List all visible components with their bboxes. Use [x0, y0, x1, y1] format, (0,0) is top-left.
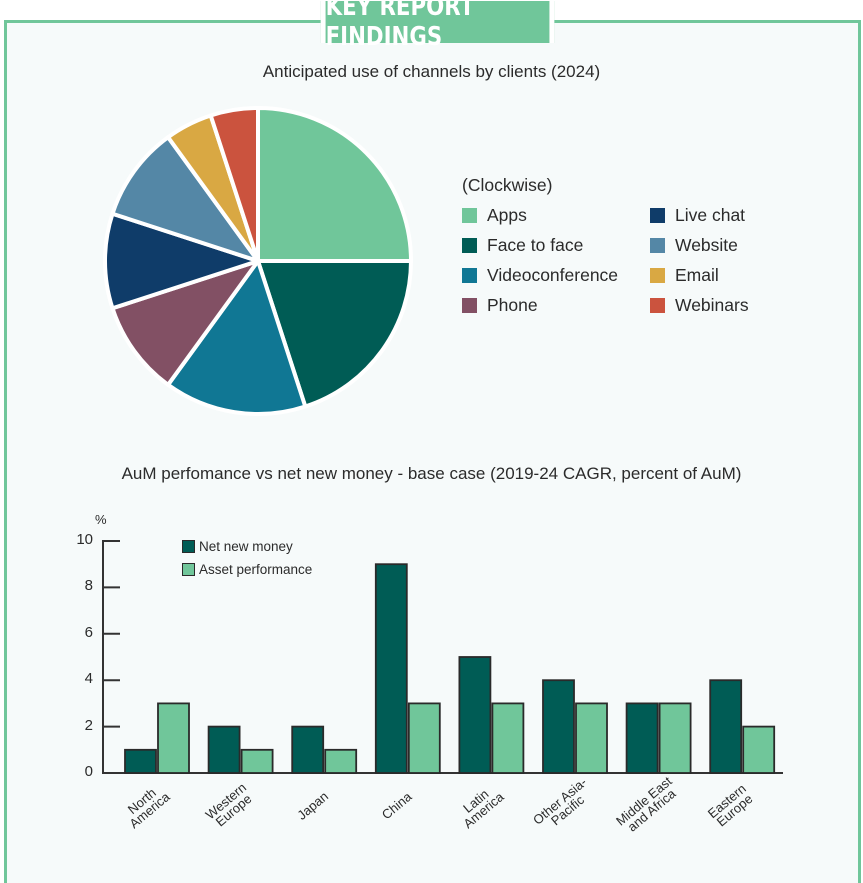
y-tick-label-6: 6: [84, 623, 93, 641]
pie-slice-apps: [256, 106, 413, 263]
pie-slice-face-to-face: [256, 259, 413, 409]
bar-legend: Net new money Asset performance: [182, 538, 312, 584]
legend-swatch-phone: [462, 297, 477, 313]
pie-slice-phone: [110, 259, 260, 387]
bar-net-new-money-latin-america: [458, 656, 492, 774]
legend-swatch-videoconference: [462, 267, 477, 283]
bar-asset-performance-north-america: [157, 702, 190, 774]
pie-chart: [103, 106, 413, 416]
legend-label: Asset performance: [199, 562, 313, 577]
bar-asset-performance-china: [407, 702, 441, 774]
bar-chart: [102, 540, 783, 774]
legend-item-website: Website: [650, 234, 790, 256]
legend-swatch-website: [650, 237, 665, 253]
legend-label: Face to face: [487, 234, 584, 255]
legend-label: Net new money: [199, 539, 293, 554]
legend-swatch-face-to-face: [462, 237, 477, 253]
legend-label: Live chat: [675, 204, 746, 225]
legend-swatch-net-new-money: [182, 540, 195, 553]
legend-item-videoconference: Videoconference: [462, 264, 650, 286]
bar-asset-performance-eastern-europe: [742, 725, 776, 774]
legend-label: Website: [675, 234, 738, 255]
bar-legend-item-asset-performance: Asset performance: [182, 561, 312, 578]
legend-label: Videoconference: [487, 264, 619, 285]
bar-asset-performance-middle-east-and-africa: [658, 702, 692, 774]
y-tick-label-2: 2: [84, 716, 93, 734]
bar-asset-performance-latin-america: [491, 702, 525, 774]
legend-swatch-email: [650, 267, 665, 283]
legend-swatch-asset-performance: [182, 563, 195, 576]
pie-legend-caption: (Clockwise): [462, 175, 553, 195]
y-tick-label-0: 0: [84, 763, 93, 780]
y-axis-unit-label: %: [95, 512, 107, 527]
pie-legend-grid: Apps Live chat Face to face Website Videocon…: [462, 204, 790, 316]
legend-swatch-live-chat: [650, 207, 665, 223]
bar-net-new-money-japan: [291, 725, 325, 774]
bar-legend-item-net-new-money: Net new money: [182, 538, 312, 555]
y-tick-label-10: 10: [76, 531, 93, 548]
legend-item-apps: Apps: [462, 204, 650, 226]
pie-chart-title: Anticipated use of channels by clients (…: [262, 62, 601, 81]
pie-slice-webinars: [208, 106, 260, 263]
bar-asset-performance-japan: [324, 748, 358, 774]
legend-item-phone: Phone: [462, 294, 650, 316]
legend-swatch-webinars: [650, 297, 665, 313]
bar-net-new-money-middle-east-and-africa: [625, 702, 659, 774]
bar-asset-performance-western-europe: [240, 748, 274, 774]
legend-item-webinars: Webinars: [650, 294, 790, 316]
pie-legend: (Clockwise) Apps Live chat Face to face Web…: [462, 175, 790, 316]
y-tick-label-4: 4: [84, 670, 93, 688]
legend-label: Phone: [487, 294, 538, 315]
bar-net-new-money-china: [374, 563, 408, 774]
legend-item-email: Email: [650, 264, 790, 286]
bar-asset-performance-other-asia-pacific: [575, 702, 608, 774]
bar-chart-title: AuM perfomance vs net new money - base c…: [121, 464, 742, 483]
pie-slice-live-chat: [103, 211, 260, 311]
legend-label: Webinars: [675, 294, 749, 315]
legend-swatch-apps: [462, 207, 477, 223]
pie-slice-videoconference: [166, 259, 308, 416]
bar-net-new-money-other-asia-pacific: [542, 679, 575, 774]
y-tick-label-8: 8: [84, 577, 93, 595]
legend-label: Apps: [487, 204, 527, 225]
legend-label: Email: [675, 264, 719, 285]
legend-item-face-to-face: Face to face: [462, 234, 650, 256]
legend-item-live-chat: Live chat: [650, 204, 790, 226]
bar-net-new-money-north-america: [124, 748, 157, 774]
bar-net-new-money-eastern-europe: [709, 679, 743, 774]
pie-slice-website: [110, 135, 260, 263]
bar-net-new-money-western-europe: [207, 725, 241, 774]
